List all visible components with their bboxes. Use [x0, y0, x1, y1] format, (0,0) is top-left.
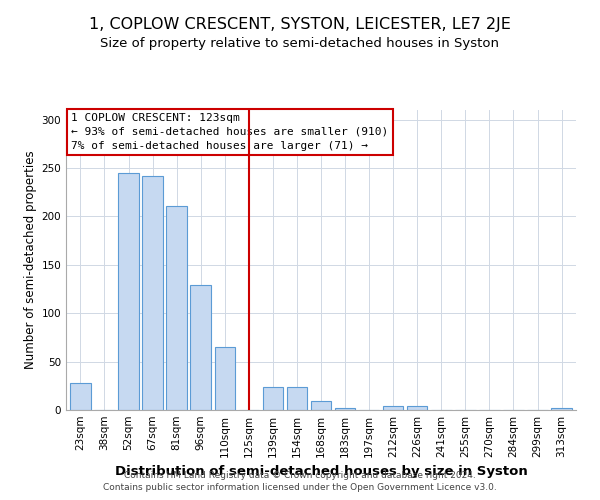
- Bar: [142, 176, 163, 410]
- Bar: [407, 406, 427, 410]
- Y-axis label: Number of semi-detached properties: Number of semi-detached properties: [24, 150, 37, 370]
- Bar: [311, 402, 331, 410]
- Bar: [263, 387, 283, 410]
- Text: 1 COPLOW CRESCENT: 123sqm
← 93% of semi-detached houses are smaller (910)
7% of : 1 COPLOW CRESCENT: 123sqm ← 93% of semi-…: [71, 113, 388, 151]
- Text: 1, COPLOW CRESCENT, SYSTON, LEICESTER, LE7 2JE: 1, COPLOW CRESCENT, SYSTON, LEICESTER, L…: [89, 18, 511, 32]
- Bar: [118, 173, 139, 410]
- Bar: [70, 383, 91, 410]
- Bar: [190, 285, 211, 410]
- X-axis label: Distribution of semi-detached houses by size in Syston: Distribution of semi-detached houses by …: [115, 466, 527, 478]
- Bar: [287, 387, 307, 410]
- Bar: [335, 408, 355, 410]
- Bar: [383, 406, 403, 410]
- Text: Size of property relative to semi-detached houses in Syston: Size of property relative to semi-detach…: [101, 38, 499, 51]
- Bar: [166, 206, 187, 410]
- Text: Contains HM Land Registry data © Crown copyright and database right 2024.
Contai: Contains HM Land Registry data © Crown c…: [103, 471, 497, 492]
- Bar: [551, 408, 572, 410]
- Bar: [215, 347, 235, 410]
